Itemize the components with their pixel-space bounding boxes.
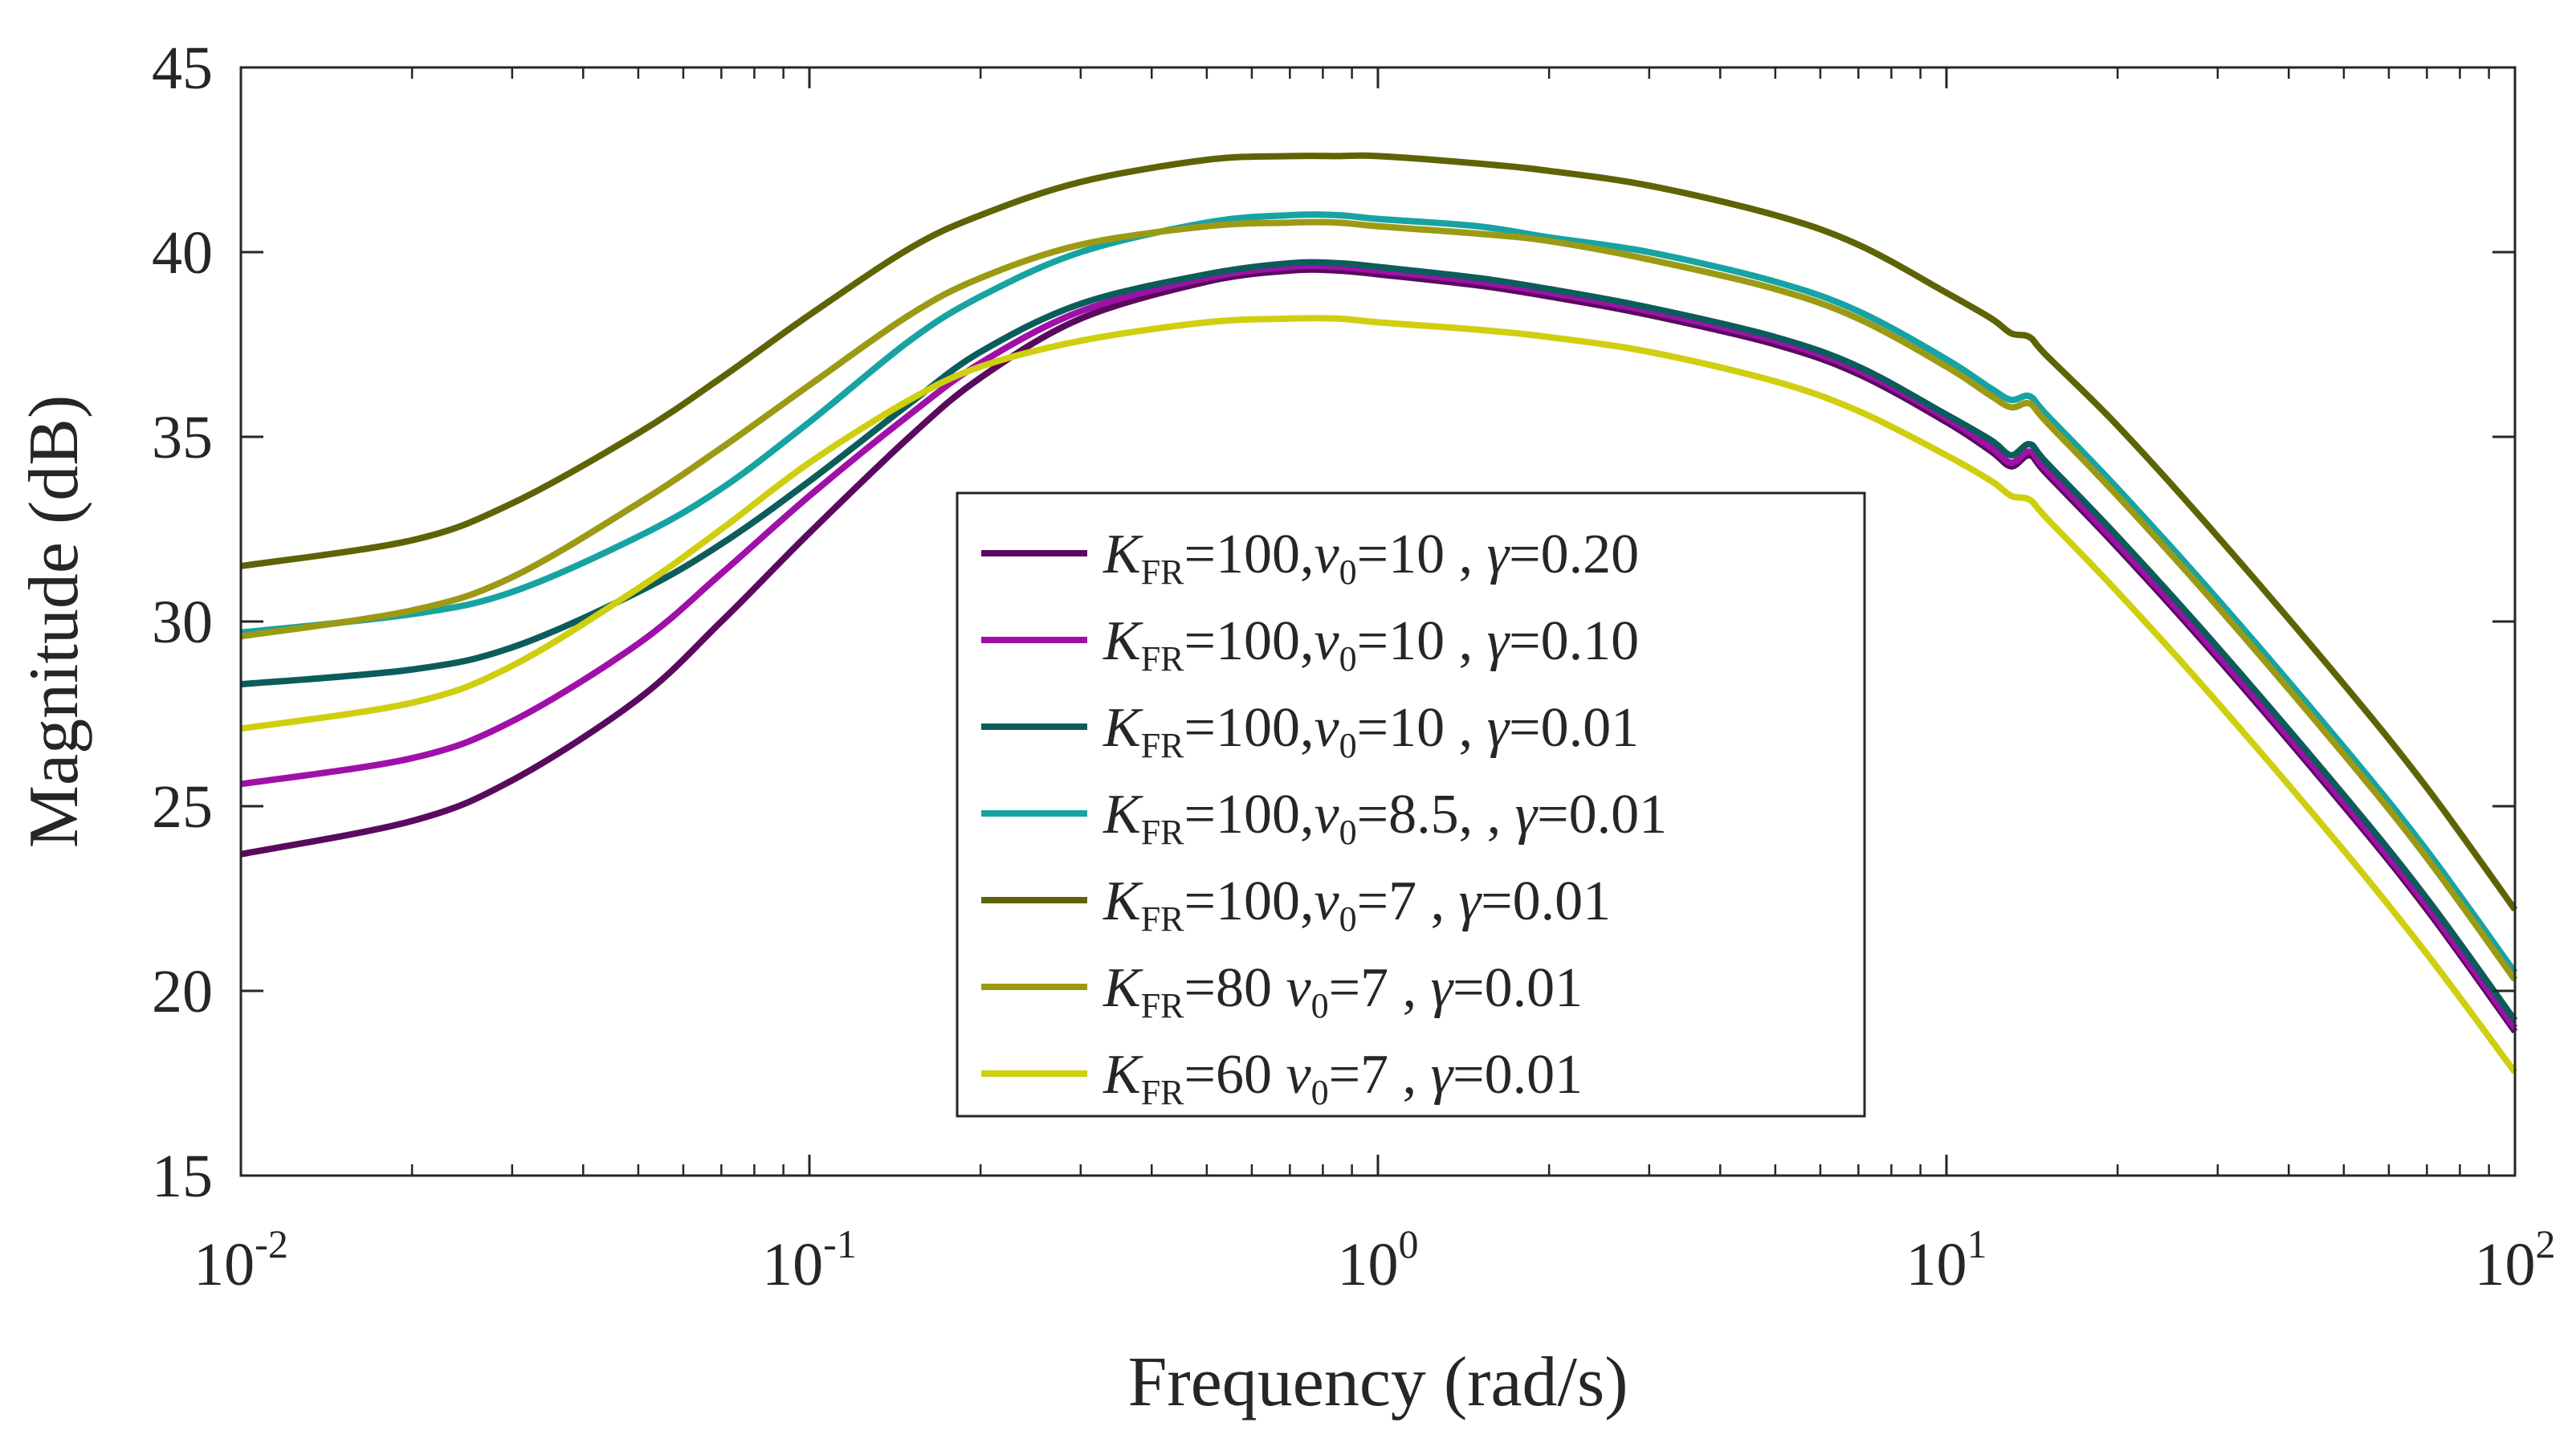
legend-entry: KFR=80 v0=7 , γ=0.01 — [1103, 957, 1583, 1025]
legend-entry: KFR=100,v0=7 , γ=0.01 — [1103, 870, 1611, 939]
x-tick-label: 10-1 — [762, 1221, 857, 1298]
series-line-2 — [240, 263, 2518, 1030]
series-line-3 — [240, 259, 2518, 1023]
series-line-5 — [240, 152, 2518, 912]
x-tick-label: 100 — [1338, 1221, 1419, 1298]
y-tick-label: 40 — [152, 219, 213, 287]
series-line-4 — [240, 211, 2518, 975]
x-axis-label: Frequency (rad/s) — [1127, 1343, 1628, 1421]
x-tick-label: 10-2 — [194, 1221, 288, 1298]
series-line-7 — [240, 315, 2518, 1074]
series-layer — [240, 152, 2518, 1074]
x-tick-label: 101 — [1906, 1221, 1987, 1298]
y-tick-label: 35 — [152, 404, 213, 471]
legend-entry: KFR=60 v0=7 , γ=0.01 — [1103, 1044, 1583, 1112]
legend-entry: KFR=100,v0=8.5, , γ=0.01 — [1103, 784, 1667, 852]
y-tick-label: 15 — [152, 1143, 213, 1210]
legend-entry: KFR=100,v0=10 , γ=0.20 — [1103, 524, 1639, 592]
y-tick-label: 45 — [152, 35, 213, 102]
tick-layer: 10-2 10-1 100 101 102 15 20 25 30 35 40 45 — [152, 35, 2556, 1298]
y-tick-label: 25 — [152, 773, 213, 841]
legend-entry: KFR=100,v0=10 , γ=0.01 — [1103, 697, 1639, 765]
x-tick-label: 102 — [2475, 1221, 2556, 1298]
y-tick-label: 30 — [152, 589, 213, 656]
y-axis-label: Magnitude (dB) — [15, 395, 93, 849]
y-tick-label: 20 — [152, 958, 213, 1025]
legend-entry: KFR=100,v0=10 , γ=0.10 — [1103, 610, 1639, 679]
series-line-6 — [240, 218, 2518, 982]
legend: KFR=100,v0=10 , γ=0.20 KFR=100,v0=10 , γ=… — [956, 491, 1866, 1118]
legend-box — [956, 491, 1866, 1118]
